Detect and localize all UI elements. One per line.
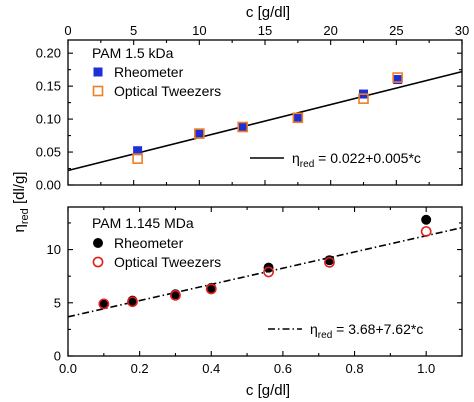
data-point-open-circle [324,256,335,268]
bottom-panel: 0 5 10 0.0 0.2 0.4 0.6 0.8 1.0 PAM 1.145 MDa Rheom… [47,206,463,376]
data-point-filled-square [293,112,303,122]
data-point-filled-square [194,129,204,139]
y-tick-label: 0.10 [36,112,61,127]
data-point-open-circle [205,283,217,295]
x-tick-label: 0.2 [131,361,149,376]
x-tick-label: 0.0 [59,361,77,376]
fit-equation: ηred = 3.68+7.62*c [310,321,423,341]
y-tick-label: 10 [47,242,61,257]
x-tick-label: 0 [64,23,71,38]
panel-title: PAM 1.5 kDa [92,45,174,61]
legend-marker [93,67,103,77]
fit-eq-text: = 3.68+7.62*c [332,321,423,337]
data-point-open-square [292,112,304,124]
data-point-filled-circle [98,298,109,309]
data-point-open-circle [170,289,181,301]
fit-eq-subscript: red [318,330,332,341]
y-tick-label: 0.00 [36,178,61,193]
y-axis-title: ηred [dl/g] [11,172,31,233]
top-axis-title: c [g/dl] [246,4,290,21]
fit-eq-symbol: η [310,321,318,337]
y-tick-label: 0 [54,349,61,364]
y-tick-label: 0.05 [36,145,61,160]
panel-title: PAM 1.145 MDa [92,215,194,231]
legend-label: Optical Tweezers [114,83,221,99]
x-tick-label: 25 [389,23,403,38]
data-point-filled-square [238,122,248,132]
y-tick-label: 0.20 [36,46,61,61]
fit-eq-text: = 0.022+0.005*c [314,150,421,166]
data-point-open-square [237,121,248,133]
y-tick-label: 0.15 [36,79,61,94]
legend-label: Rheometer [114,235,184,251]
x-tick-label: 20 [323,23,337,38]
y-axis-title-unit: [dl/g] [11,172,28,209]
x-tick-label: 15 [258,23,272,38]
data-point-open-circle [420,226,432,237]
bottom-axis-title: c [g/dl] [246,382,290,399]
x-tick-label: 5 [130,23,137,38]
x-tick-label: 0.6 [274,361,292,376]
data-point-open-circle [263,266,274,278]
legend-marker [93,238,103,248]
legend-marker [92,85,104,97]
y-tick-label: 5 [54,295,61,310]
legend-label: Rheometer [114,64,184,80]
plot-frame [67,206,463,357]
data-point-filled-square [133,146,143,156]
fit-line [67,226,463,318]
data-point-filled-circle [421,214,432,225]
data-point-open-circle [98,298,110,310]
data-point-open-square [194,128,205,139]
data-point-open-circle [127,296,138,308]
fit-eq-symbol: η [292,150,300,166]
fit-equation: ηred = 0.022+0.005*c [292,150,421,170]
data-point-open-square [392,72,403,83]
x-tick-label: 10 [192,23,206,38]
x-tick-label: 0.4 [202,361,220,376]
data-point-open-square [132,153,143,164]
legend-marker [92,256,104,268]
x-tick-label: 1.0 [417,361,435,376]
y-axis-title-main: η [11,224,28,232]
fit-eq-subscript: red [300,159,314,170]
legend-label: Optical Tweezers [114,254,221,270]
data-point-filled-square [393,75,403,85]
data-point-open-square [358,93,369,104]
top-panel: 0.00 0.05 0.10 0.15 0.200 5 10 15 20 25 30 PAM 1.5 … [36,23,470,193]
y-axis-title-sub: red [19,208,31,224]
x-tick-label: 0.8 [346,361,364,376]
x-tick-label: 30 [455,23,469,38]
